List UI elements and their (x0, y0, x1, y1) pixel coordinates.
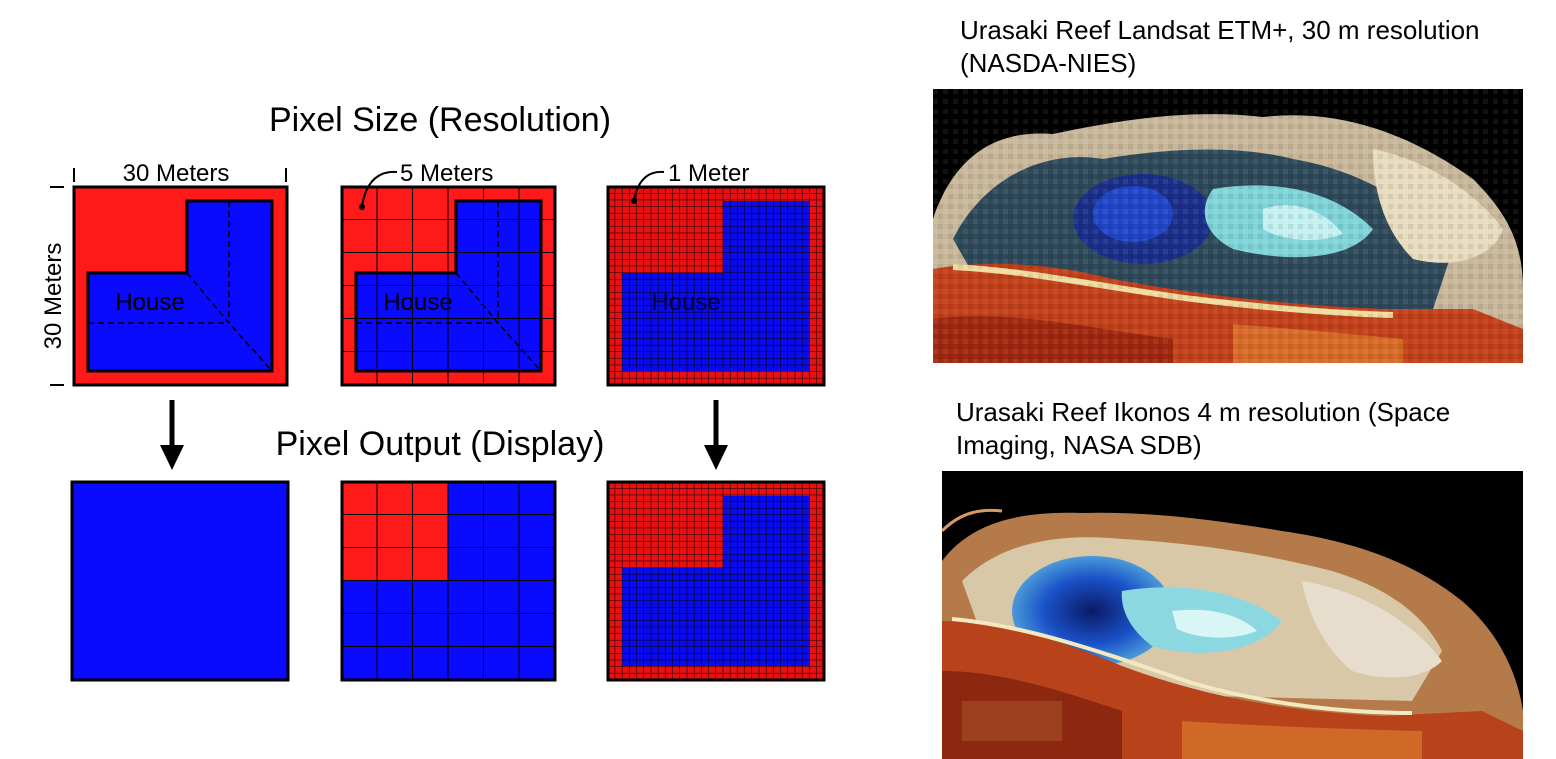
label-dot-1m (631, 198, 637, 204)
landsat-reef-image (933, 89, 1523, 363)
roof-lines-5m (356, 201, 542, 372)
landsat-caption: Urasaki Reef Landsat ETM+, 30 m resoluti… (960, 15, 1480, 78)
frame-1m (606, 185, 826, 387)
panel-30m: House (72, 185, 289, 387)
panel-5m: House 5 Meters (340, 160, 557, 387)
panel-1m: House 1 Meter (606, 160, 826, 387)
output-grid-5m (342, 482, 555, 680)
ikonos-reef-image (942, 471, 1523, 759)
scale-side-label: 30 Meters (40, 243, 67, 350)
output-5m (340, 480, 557, 682)
ikonos-caption: Urasaki Reef Ikonos 4 m resolution (Spac… (956, 397, 1451, 460)
output-frame-5m (340, 480, 557, 682)
output-frame-1m (606, 480, 826, 682)
frame-5m (340, 185, 557, 387)
label-leader-5m (361, 170, 398, 207)
roof-lines-30m (88, 201, 273, 372)
output-fill-30m (70, 480, 290, 682)
label-dot-5m (359, 204, 365, 210)
diagram-title: Pixel Size (Resolution) (269, 101, 611, 139)
output-30m (70, 480, 290, 682)
label-5m: 5 Meters (400, 160, 493, 187)
output-grid-1m (608, 482, 824, 680)
house-label-5m: House (383, 289, 452, 316)
output-1m (606, 480, 826, 682)
grid-5m (342, 187, 555, 385)
label-leader-1m (633, 170, 665, 201)
label-1m: 1 Meter (668, 160, 749, 187)
house-label-1m: House (651, 289, 720, 316)
grid-1m (608, 187, 824, 385)
diagram-subtitle: Pixel Output (Display) (276, 425, 605, 463)
house-label-30m: House (115, 289, 184, 316)
arrow-down-icon (704, 400, 728, 470)
scale-top-label: 30 Meters (123, 160, 230, 187)
arrow-down-icon (160, 400, 184, 470)
